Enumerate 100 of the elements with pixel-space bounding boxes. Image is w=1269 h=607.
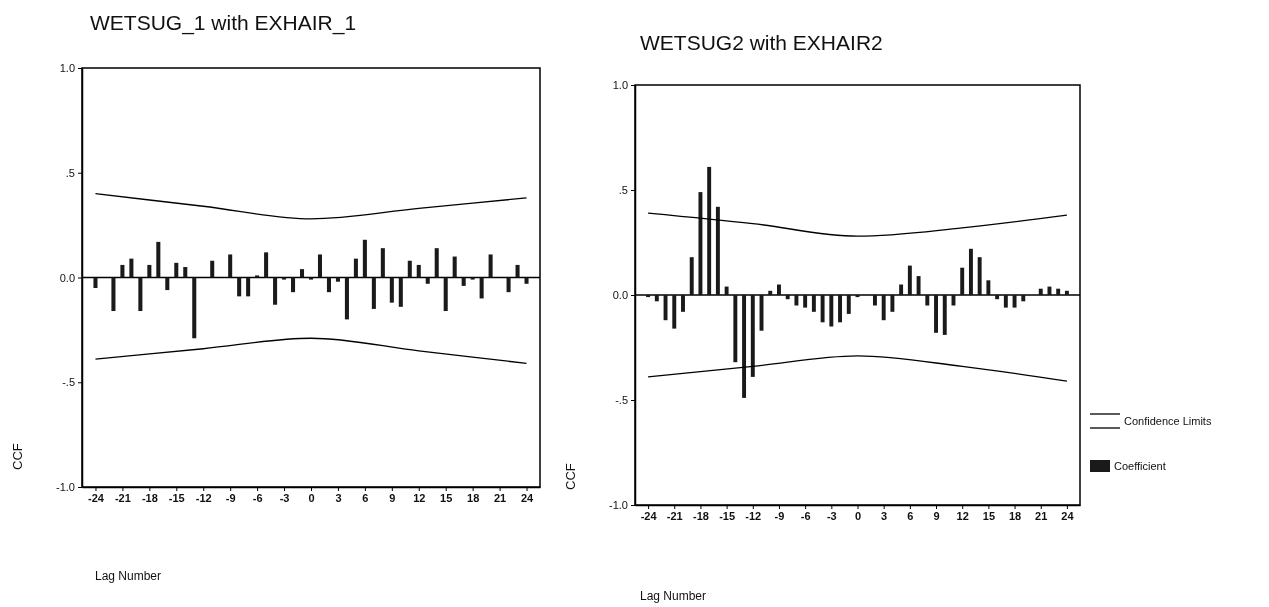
bar xyxy=(291,277,296,293)
bar xyxy=(715,206,720,295)
bar xyxy=(362,239,367,278)
bar xyxy=(768,290,773,295)
bar xyxy=(120,264,125,278)
bar xyxy=(326,277,331,293)
x-tick-label: -21 xyxy=(666,509,683,522)
x-tick-label: 12 xyxy=(413,491,426,504)
y-tick-label: 1.0 xyxy=(59,62,75,75)
bar xyxy=(785,295,790,300)
x-axis-title: Lag Number xyxy=(95,569,162,583)
x-tick-label: 0 xyxy=(308,491,315,504)
bar xyxy=(907,265,912,295)
bar xyxy=(398,277,403,307)
y-axis-title: CCF xyxy=(563,463,578,490)
bar xyxy=(881,295,886,321)
x-tick-label: -18 xyxy=(692,509,709,522)
bar xyxy=(488,254,493,278)
bar xyxy=(416,264,421,278)
x-tick-label: 3 xyxy=(881,509,888,522)
line-series xyxy=(647,355,1068,382)
bar xyxy=(461,277,466,286)
x-tick-label: 24 xyxy=(520,491,535,504)
bar xyxy=(452,256,457,278)
x-tick-label: -18 xyxy=(141,491,158,504)
bar xyxy=(1012,295,1017,308)
bar xyxy=(425,277,430,284)
bar xyxy=(515,264,520,278)
x-tick-label: -24 xyxy=(88,491,105,504)
bar xyxy=(942,295,947,335)
bar xyxy=(707,166,712,295)
bar xyxy=(174,262,179,278)
x-tick-label: 21 xyxy=(1035,509,1048,522)
bar xyxy=(846,295,851,314)
bar xyxy=(803,295,808,308)
bar xyxy=(890,295,895,312)
bar xyxy=(470,277,475,280)
bar xyxy=(237,277,242,297)
y-tick-label: -.5 xyxy=(615,394,628,407)
bar xyxy=(210,260,215,278)
bar xyxy=(689,257,694,295)
x-tick-label: 9 xyxy=(933,509,940,522)
x-tick-label: -3 xyxy=(826,509,837,522)
x-tick-label: -24 xyxy=(640,509,658,522)
bar xyxy=(443,277,448,312)
bar xyxy=(838,295,843,323)
bar xyxy=(156,241,161,278)
bar xyxy=(1003,295,1008,308)
bar xyxy=(246,277,251,297)
x-tick-label: -12 xyxy=(195,491,212,504)
bar xyxy=(506,277,511,293)
line-series xyxy=(647,212,1068,237)
bar xyxy=(750,295,755,377)
bar xyxy=(165,277,170,291)
x-tick-label: 21 xyxy=(493,491,507,504)
bar xyxy=(147,264,152,278)
x-tick-label: -15 xyxy=(719,509,736,522)
bar xyxy=(183,267,188,278)
bar xyxy=(264,252,269,278)
x-tick-label: 15 xyxy=(440,491,453,504)
x-tick-label: 12 xyxy=(956,509,969,522)
y-tick-label: -1.0 xyxy=(56,481,75,494)
x-tick-label: -3 xyxy=(279,491,290,504)
bar xyxy=(335,277,340,282)
x-axis-title: Lag Number xyxy=(640,589,707,603)
bar xyxy=(300,269,305,278)
bar xyxy=(925,295,930,306)
x-tick-label: 3 xyxy=(335,491,342,504)
bar xyxy=(434,248,439,278)
x-tick-label: -15 xyxy=(168,491,185,504)
legend-label: Confidence Limits xyxy=(1124,415,1212,427)
x-tick-label: -9 xyxy=(774,509,785,522)
bar xyxy=(646,295,651,298)
bar xyxy=(820,295,825,323)
bar xyxy=(282,277,287,280)
bar xyxy=(872,295,877,306)
bar xyxy=(1064,290,1069,295)
x-tick-label: 15 xyxy=(982,509,996,522)
bar xyxy=(916,276,921,295)
bar xyxy=(672,295,677,329)
x-tick-label: 18 xyxy=(1008,509,1022,522)
bar xyxy=(407,260,412,278)
bar xyxy=(995,295,1000,300)
chart-title: WETSUG2 with EXHAIR2 xyxy=(640,31,883,54)
x-tick-label: 24 xyxy=(1061,509,1075,522)
bar xyxy=(986,280,991,295)
bar xyxy=(129,258,134,278)
y-tick-label: 1.0 xyxy=(612,79,628,92)
bar xyxy=(389,277,394,303)
bar xyxy=(1047,286,1052,295)
bar xyxy=(273,277,278,305)
x-tick-label: -12 xyxy=(745,509,762,522)
bar xyxy=(228,254,233,278)
bar xyxy=(777,284,781,295)
bar xyxy=(1021,295,1026,302)
y-axis-title: CCF xyxy=(10,443,25,470)
x-tick-label: 9 xyxy=(389,491,396,504)
x-tick-label: 18 xyxy=(467,491,480,504)
bar xyxy=(681,295,685,312)
bar xyxy=(255,275,260,278)
